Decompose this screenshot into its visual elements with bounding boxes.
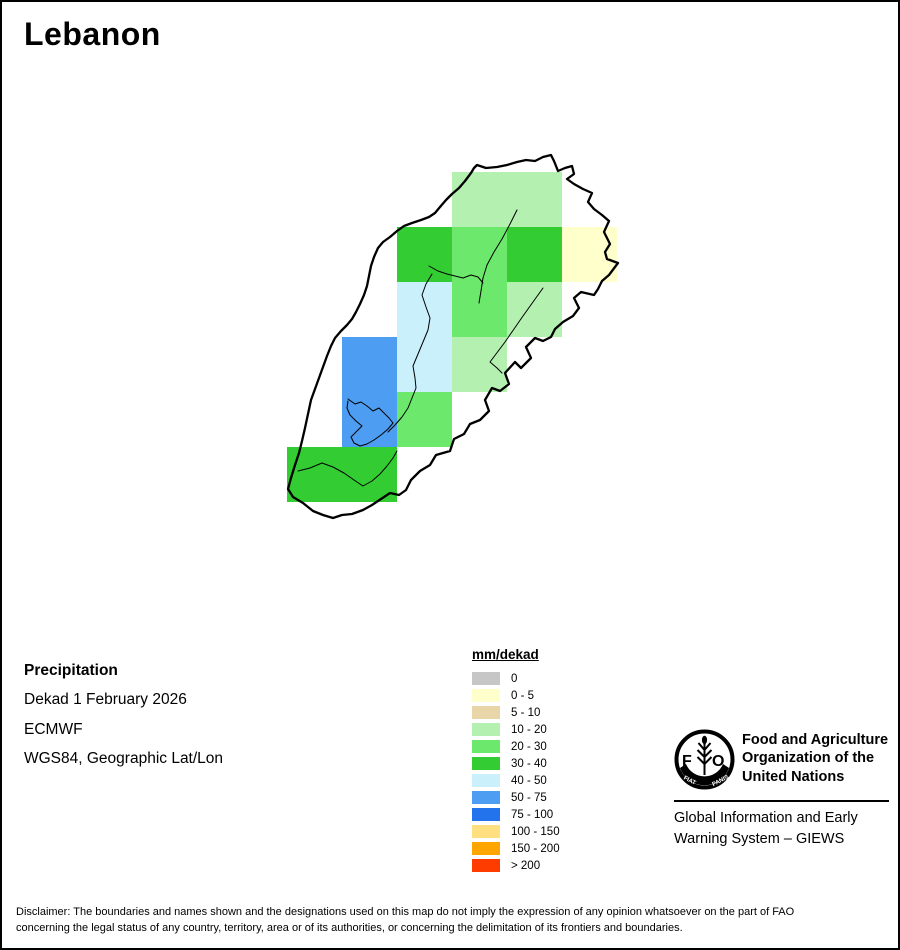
disclaimer-text: Disclaimer: The boundaries and names sho… (16, 905, 794, 936)
legend-label: 100 - 150 (511, 825, 560, 838)
legend-row: > 200 (472, 857, 560, 874)
legend-row: 5 - 10 (472, 704, 560, 721)
legend-label: 20 - 30 (511, 740, 547, 753)
legend-label: 10 - 20 (511, 723, 547, 736)
legend-row: 0 - 5 (472, 687, 560, 704)
fao-logo-letter-o: O (712, 753, 724, 770)
legend-label: 5 - 10 (511, 706, 541, 719)
legend-row: 40 - 50 (472, 772, 560, 789)
grid-cell (452, 337, 507, 392)
legend-label: 30 - 40 (511, 757, 547, 770)
admin-boundary-beqaa (489, 287, 544, 374)
grid-cell (342, 447, 397, 502)
giews-line: Global Information and Early (674, 810, 858, 826)
legend-label: 0 - 5 (511, 689, 535, 702)
fao-org-name: Food and Agriculture Organization of the… (742, 731, 888, 786)
grid-cell (562, 227, 617, 282)
grid-cell (507, 282, 562, 337)
giews-label: Global Information and Early Warning Sys… (674, 808, 858, 849)
legend-row: 100 - 150 (472, 823, 560, 840)
legend-swatch (472, 740, 500, 753)
grid-cell (507, 227, 562, 282)
grid-cell (452, 282, 507, 337)
fao-org-line: Food and Agriculture (742, 732, 889, 748)
legend-row: 0 (472, 670, 560, 687)
admin-boundaries (297, 209, 544, 487)
legend-swatch (472, 774, 500, 787)
fao-logo: F O FIAT PANIS (674, 729, 735, 790)
admin-boundary-beirut-loops (346, 398, 394, 447)
fao-org-line: United Nations (742, 768, 845, 785)
admin-boundary-north (428, 265, 484, 284)
info-source: ECMWF (24, 720, 83, 738)
legend-swatch (472, 706, 500, 719)
country-outline (286, 153, 620, 520)
legend-row: 75 - 100 (472, 806, 560, 823)
admin-boundary-south (297, 450, 398, 487)
grid-cell (342, 337, 397, 392)
legend-row: 50 - 75 (472, 789, 560, 806)
legend-row: 150 - 200 (472, 840, 560, 857)
grid-cell (397, 282, 452, 337)
legend-swatch (472, 859, 500, 872)
info-projection: WGS84, Geographic Lat/Lon (24, 749, 224, 767)
legend-swatch (472, 672, 500, 685)
disclaimer-line: Disclaimer: The boundaries and names sho… (16, 906, 795, 918)
legend-row: 10 - 20 (472, 721, 560, 738)
page-title: Lebanon (24, 16, 161, 52)
map-info-block: Precipitation Dekad 1 February 2026 ECMW… (24, 656, 223, 773)
fao-logo-banner (680, 764, 729, 786)
grid-cell (452, 227, 507, 282)
legend-row: 30 - 40 (472, 755, 560, 772)
legend-row: 20 - 30 (472, 738, 560, 755)
legend-swatch (472, 825, 500, 838)
grid-cell (397, 227, 452, 282)
grid-cell (507, 172, 562, 227)
fao-logo-letter-f: F (682, 753, 692, 770)
fao-logo-grain (701, 735, 708, 745)
legend-label: 75 - 100 (511, 808, 554, 821)
giews-line: Warning System – GIEWS (674, 830, 845, 847)
legend-swatch (472, 689, 500, 702)
legend-swatch (472, 757, 500, 770)
legend-title: mm/dekad (472, 647, 539, 662)
legend-label: 50 - 75 (511, 791, 547, 804)
grid-cell (287, 447, 342, 502)
legend-label: 40 - 50 (511, 774, 547, 787)
info-dekad: Dekad 1 February 2026 (24, 691, 187, 709)
legend-entries: 0 0 - 5 5 - 10 10 - 20 20 - 30 30 - 40 40 - 50… (472, 670, 560, 874)
grid-cell (397, 337, 452, 392)
legend-label: > 200 (511, 859, 541, 872)
fao-divider (674, 800, 889, 802)
precipitation-legend: mm/dekad 0 0 - 5 5 - 10 10 - 20 20 - 30 30 - … (472, 647, 560, 874)
legend-swatch (472, 842, 500, 855)
legend-swatch (472, 808, 500, 821)
grid-cell (397, 392, 452, 447)
fao-logo-wheat (696, 742, 713, 775)
fao-logo-motto-fiat: FIAT (682, 775, 696, 787)
legend-swatch (472, 723, 500, 736)
precip-grid-cells (287, 172, 617, 502)
legend-label: 0 (511, 672, 518, 685)
admin-boundary-northeast (478, 209, 518, 304)
grid-cell (452, 172, 507, 227)
legend-swatch (472, 791, 500, 804)
disclaimer-line: concerning the legal status of any count… (16, 921, 683, 934)
info-heading: Precipitation (24, 662, 118, 679)
admin-boundary-ridge (387, 273, 433, 433)
fao-org-line: Organization of the (742, 750, 875, 767)
legend-label: 150 - 200 (511, 842, 560, 855)
